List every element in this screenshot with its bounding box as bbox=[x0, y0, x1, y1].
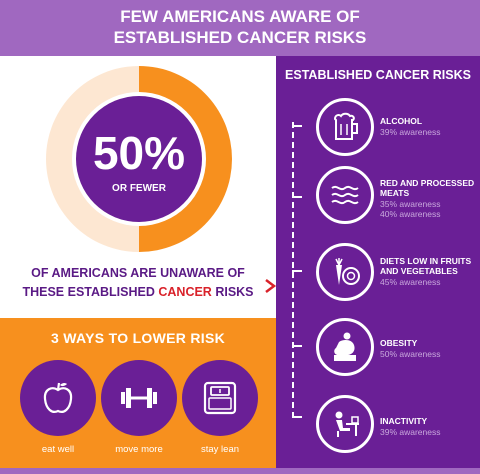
risk-name-meats-2: MEATS bbox=[380, 188, 410, 198]
apple-icon bbox=[43, 382, 73, 413]
timeline-tick bbox=[292, 270, 302, 272]
unaware-line-2-end: RISKS bbox=[211, 285, 254, 299]
stat-value: 50% bbox=[92, 127, 186, 179]
timeline-tick bbox=[292, 125, 302, 127]
risk-awareness-meats-2: 40% awareness bbox=[380, 209, 441, 219]
chevron-right-icon bbox=[265, 279, 277, 293]
timeline-tick bbox=[292, 345, 302, 347]
risks-panel bbox=[276, 56, 480, 474]
risk-awareness-meats: 35% awareness bbox=[380, 199, 441, 209]
produce-icon bbox=[335, 258, 360, 285]
eat-well-circle bbox=[20, 360, 96, 436]
risk-name-produce-2: AND VEGETABLES bbox=[380, 266, 458, 276]
risk-name-inactivity: INACTIVITY bbox=[380, 416, 428, 426]
scale-icon bbox=[203, 381, 237, 415]
person-sitting-icon bbox=[334, 332, 356, 361]
timeline-tick bbox=[292, 196, 302, 198]
stay-lean-circle bbox=[182, 360, 258, 436]
move-more-circle bbox=[101, 360, 177, 436]
beer-mug-icon bbox=[333, 112, 358, 140]
produce-circle bbox=[316, 243, 374, 301]
unaware-line-2: THESE ESTABLISHED CANCER RISKS bbox=[0, 283, 276, 302]
risk-awareness-alcohol: 39% awareness bbox=[380, 127, 441, 137]
bacon-icon bbox=[331, 185, 359, 205]
inactivity-circle bbox=[316, 395, 374, 453]
meats-circle bbox=[316, 166, 374, 224]
risk-awareness-inactivity: 39% awareness bbox=[380, 427, 441, 437]
stat-disc: 50% OR FEWER bbox=[76, 96, 202, 222]
obesity-circle bbox=[316, 318, 374, 376]
stay-lean-label: stay lean bbox=[200, 444, 240, 455]
risks-title: ESTABLISHED CANCER RISKS bbox=[285, 68, 471, 82]
risk-awareness-obesity: 50% awareness bbox=[380, 349, 441, 359]
risk-name-alcohol: ALCOHOL bbox=[380, 116, 423, 126]
alcohol-circle bbox=[316, 98, 374, 156]
person-at-desk-icon bbox=[335, 411, 359, 437]
risk-awareness-produce: 45% awareness bbox=[380, 277, 441, 287]
risk-name-produce: DIETS LOW IN FRUITS bbox=[380, 256, 472, 266]
dumbbell-icon bbox=[121, 388, 157, 408]
unaware-line-2-start: THESE ESTABLISHED bbox=[22, 285, 159, 299]
header-line-1: FEW AMERICANS AWARE OF bbox=[120, 7, 360, 26]
stat-subtext: OR FEWER bbox=[112, 183, 166, 194]
unaware-statement: OF AMERICANS ARE UNAWARE OF THESE ESTABL… bbox=[0, 264, 276, 302]
risk-name-meats: RED AND PROCESSED bbox=[380, 178, 475, 188]
bottom-strip bbox=[0, 468, 480, 474]
timeline-tick bbox=[292, 416, 302, 418]
risk-name-obesity: OBESITY bbox=[380, 338, 418, 348]
header-line-2: ESTABLISHED CANCER RISKS bbox=[113, 28, 367, 47]
ways-title: 3 WAYS TO LOWER RISK bbox=[50, 330, 226, 346]
page-header: FEW AMERICANS AWARE OF ESTABLISHED CANCE… bbox=[0, 0, 480, 56]
unaware-line-1: OF AMERICANS ARE UNAWARE OF bbox=[31, 266, 245, 280]
cancer-highlight: CANCER bbox=[158, 285, 212, 299]
move-more-label: move more bbox=[115, 444, 163, 455]
eat-well-label: eat well bbox=[41, 444, 75, 455]
